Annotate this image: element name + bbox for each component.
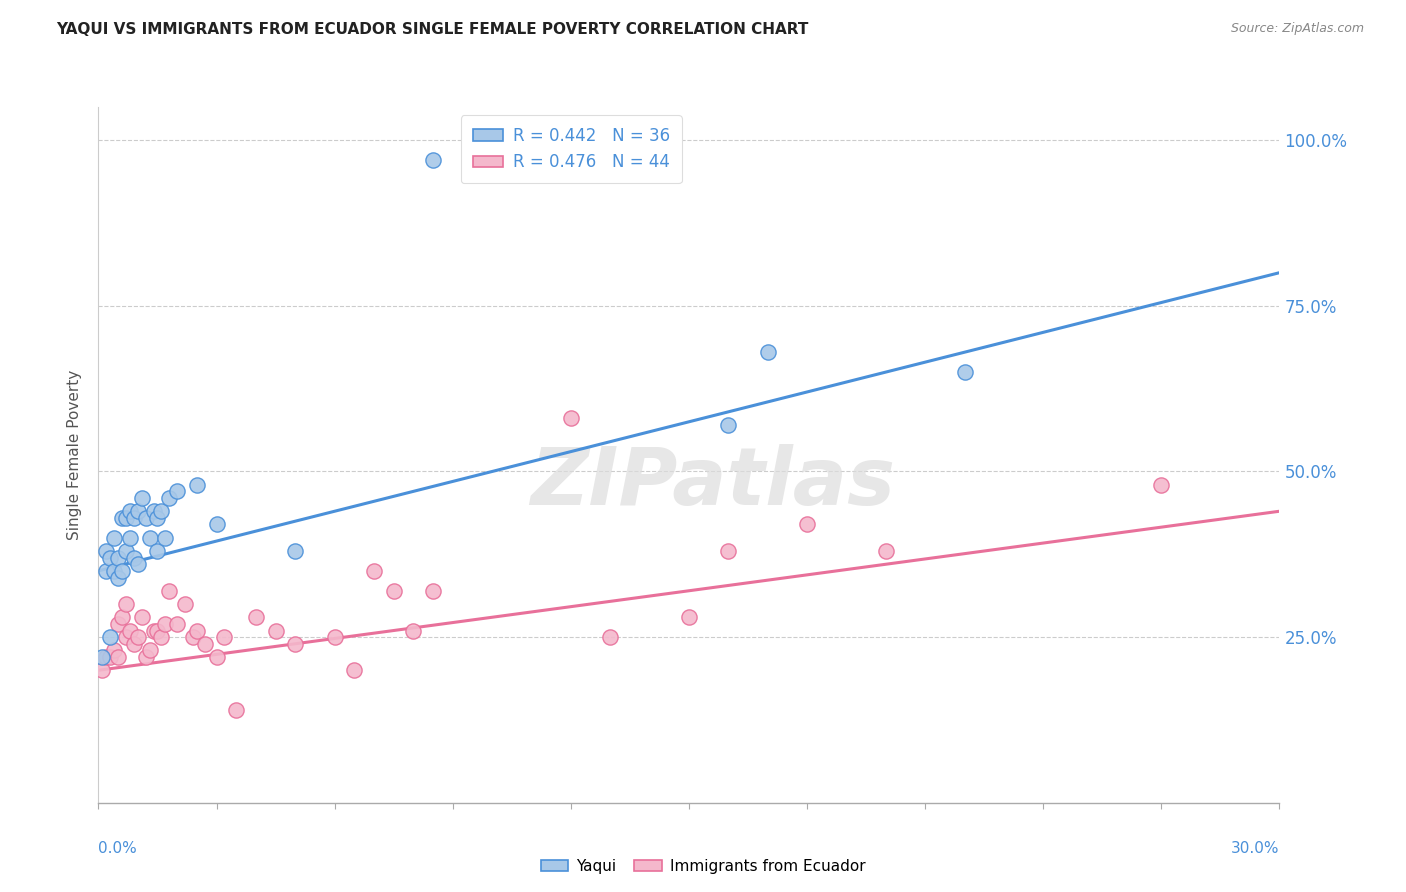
Legend: R = 0.442   N = 36, R = 0.476   N = 44: R = 0.442 N = 36, R = 0.476 N = 44 — [461, 115, 682, 183]
Point — [111, 511, 134, 525]
Point — [107, 550, 129, 565]
Point — [98, 550, 121, 565]
Point — [150, 630, 173, 644]
Point — [150, 504, 173, 518]
Point — [146, 624, 169, 638]
Point — [127, 504, 149, 518]
Point — [115, 544, 138, 558]
Point — [122, 511, 145, 525]
Point — [264, 624, 287, 638]
Point — [138, 643, 160, 657]
Point — [155, 531, 177, 545]
Point — [166, 484, 188, 499]
Point — [91, 650, 114, 665]
Point — [127, 630, 149, 644]
Point — [205, 650, 228, 665]
Point — [157, 491, 180, 505]
Legend: Yaqui, Immigrants from Ecuador: Yaqui, Immigrants from Ecuador — [534, 853, 872, 880]
Point — [225, 703, 247, 717]
Point — [98, 650, 121, 665]
Y-axis label: Single Female Poverty: Single Female Poverty — [67, 370, 83, 540]
Point — [186, 477, 208, 491]
Point — [402, 624, 425, 638]
Point — [194, 637, 217, 651]
Point — [875, 544, 897, 558]
Point — [323, 630, 346, 644]
Point — [103, 643, 125, 657]
Point — [599, 630, 621, 644]
Point — [142, 504, 165, 518]
Point — [382, 583, 405, 598]
Point — [115, 630, 138, 644]
Point — [115, 597, 138, 611]
Point — [717, 418, 740, 433]
Text: 30.0%: 30.0% — [1232, 841, 1279, 856]
Point — [1150, 477, 1173, 491]
Point — [796, 517, 818, 532]
Point — [111, 564, 134, 578]
Point — [96, 650, 118, 665]
Point — [205, 517, 228, 532]
Point — [186, 624, 208, 638]
Point — [142, 624, 165, 638]
Point — [107, 616, 129, 631]
Text: ZIPatlas: ZIPatlas — [530, 443, 896, 522]
Point — [135, 511, 157, 525]
Point — [157, 583, 180, 598]
Point — [560, 411, 582, 425]
Point — [155, 616, 177, 631]
Point — [422, 583, 444, 598]
Point — [678, 610, 700, 624]
Text: Source: ZipAtlas.com: Source: ZipAtlas.com — [1230, 22, 1364, 36]
Point — [953, 365, 976, 379]
Point — [343, 663, 366, 677]
Point — [91, 663, 114, 677]
Point — [122, 550, 145, 565]
Point — [284, 544, 307, 558]
Point — [181, 630, 204, 644]
Point — [115, 511, 138, 525]
Point — [118, 531, 141, 545]
Point — [96, 564, 118, 578]
Point — [214, 630, 236, 644]
Point — [717, 544, 740, 558]
Point — [107, 650, 129, 665]
Point — [103, 564, 125, 578]
Point — [756, 345, 779, 359]
Point — [245, 610, 267, 624]
Point — [118, 504, 141, 518]
Point — [127, 558, 149, 572]
Text: YAQUI VS IMMIGRANTS FROM ECUADOR SINGLE FEMALE POVERTY CORRELATION CHART: YAQUI VS IMMIGRANTS FROM ECUADOR SINGLE … — [56, 22, 808, 37]
Point — [103, 531, 125, 545]
Point — [107, 570, 129, 584]
Point — [284, 637, 307, 651]
Point — [122, 637, 145, 651]
Point — [135, 650, 157, 665]
Point — [118, 624, 141, 638]
Point — [98, 630, 121, 644]
Text: 0.0%: 0.0% — [98, 841, 138, 856]
Point — [422, 153, 444, 167]
Point — [146, 511, 169, 525]
Point — [96, 544, 118, 558]
Point — [131, 610, 153, 624]
Point — [138, 531, 160, 545]
Point — [111, 610, 134, 624]
Point — [174, 597, 197, 611]
Point — [146, 544, 169, 558]
Point — [363, 564, 385, 578]
Point — [166, 616, 188, 631]
Point — [131, 491, 153, 505]
